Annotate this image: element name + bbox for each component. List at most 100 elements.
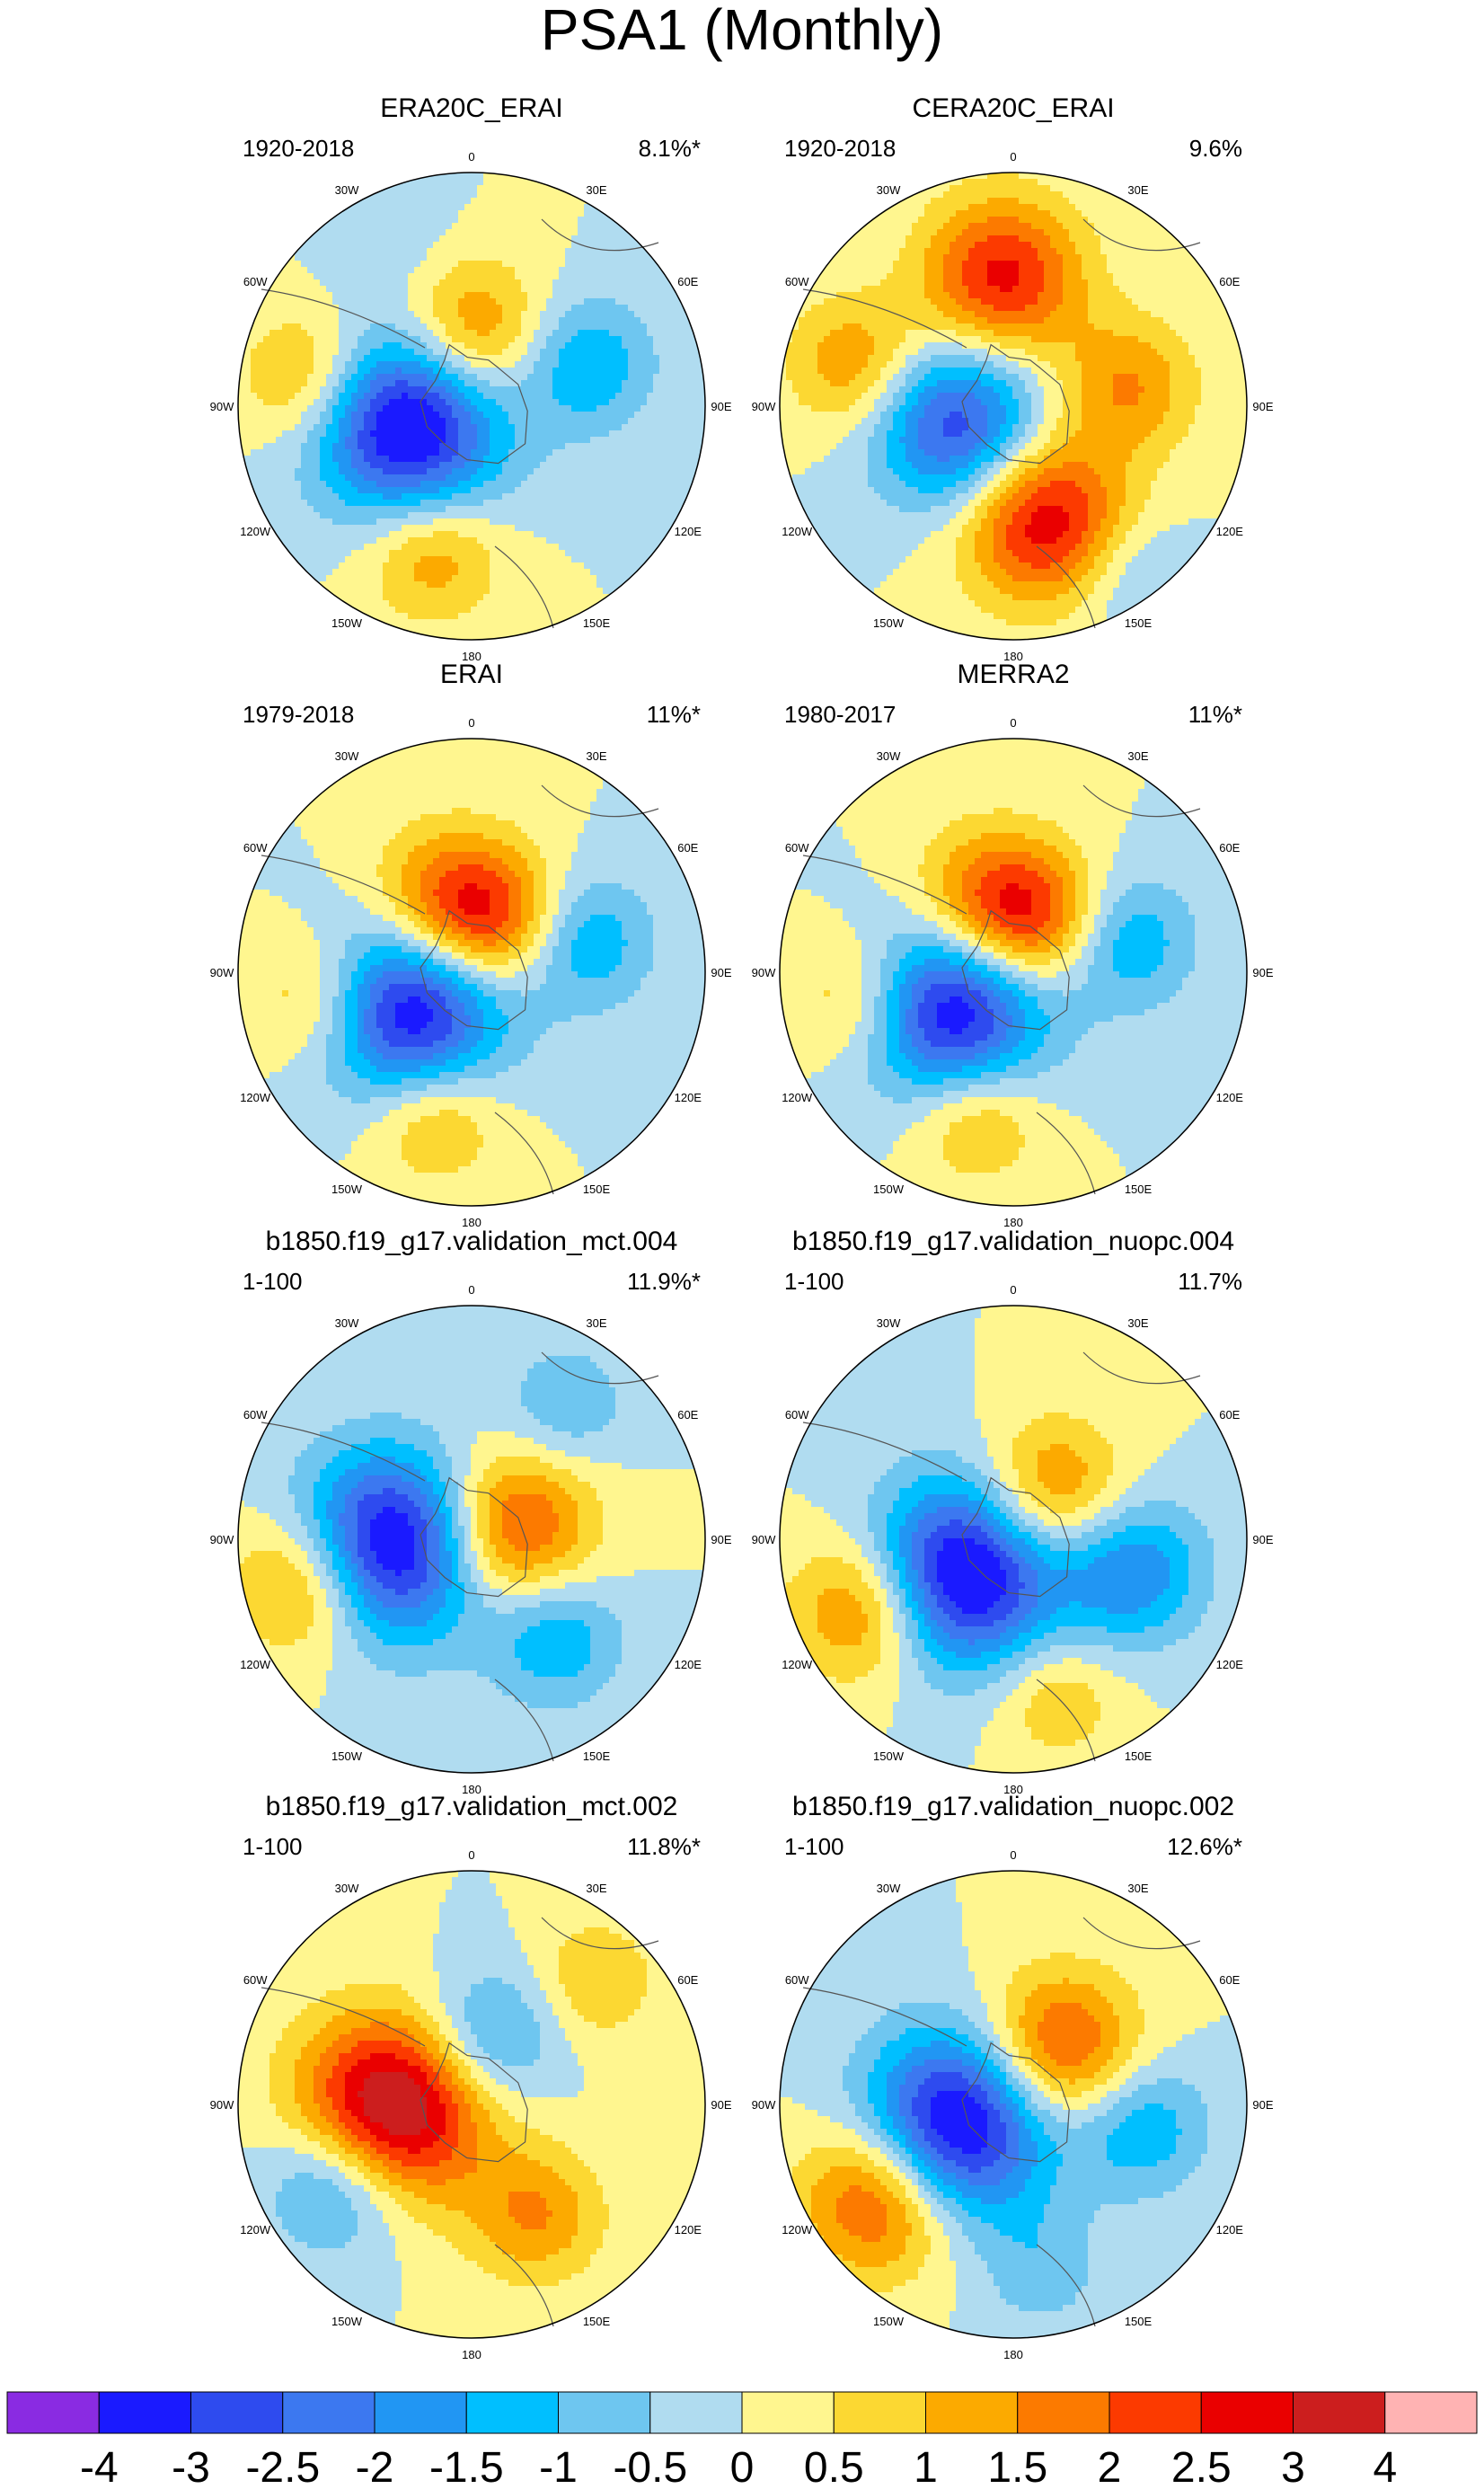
lon-label: 120W	[240, 1658, 271, 1671]
lon-label: 90E	[711, 400, 731, 413]
panel-6: b1850.f19_g17.validation_nuopc.004 1-100 1…	[752, 1227, 1274, 1796]
colorbar-tick-label: 1.5	[987, 2444, 1047, 2489]
panel-period: 1-100	[243, 1268, 303, 1295]
lon-label: 0	[468, 716, 474, 730]
lon-label: 90W	[752, 2098, 776, 2112]
colorbar-swatch	[833, 2391, 926, 2434]
lon-label: 150W	[331, 616, 363, 630]
lon-label: 60W	[243, 841, 268, 855]
lon-label: 120E	[1216, 525, 1244, 538]
colorbar-swatch	[6, 2391, 100, 2434]
lon-label: 150W	[873, 616, 905, 630]
lon-label: 30E	[1127, 1882, 1148, 1895]
lon-label: 150E	[583, 616, 611, 630]
panel-period: 1-100	[784, 1833, 844, 1860]
lon-label: 120E	[675, 525, 702, 538]
lon-label: 120W	[240, 1091, 271, 1104]
colorbar-tick-label: 0.5	[804, 2444, 864, 2489]
lon-label: 60W	[243, 1973, 268, 1987]
lon-label: 120W	[782, 1658, 813, 1671]
lon-label: 90W	[210, 966, 234, 979]
lon-label: 120E	[1216, 1658, 1244, 1671]
panel-period: 1979-2018	[243, 701, 354, 728]
lon-label: 30W	[335, 749, 359, 763]
lon-label: 90W	[752, 1533, 776, 1546]
lon-label: 150W	[331, 2315, 363, 2328]
panel-4: MERRA2 1980-2017 11%* 0 30E 60E 90E 120E 150E 180…	[752, 660, 1274, 1229]
lon-label: 60W	[243, 275, 268, 288]
lon-label: 180	[462, 1783, 481, 1796]
lon-label: 90E	[1252, 400, 1273, 413]
lon-label: 60E	[1219, 1973, 1240, 1987]
lon-label: 120E	[675, 1658, 702, 1671]
colorbar-tick-label: 2	[1098, 2444, 1122, 2489]
panel-variance: 11.8%*	[627, 1833, 701, 1860]
lon-label: 120W	[782, 1091, 813, 1104]
colorbar-tick-label: -2.5	[245, 2444, 320, 2489]
lon-label: 150W	[873, 1182, 905, 1196]
map-boundary	[237, 172, 706, 641]
map-boundary	[237, 738, 706, 1207]
lon-label: 90W	[752, 400, 776, 413]
colorbar-swatch	[190, 2391, 284, 2434]
colorbar-swatch	[1293, 2391, 1386, 2434]
lon-label: 120E	[675, 1091, 702, 1104]
lon-label: 30W	[877, 183, 901, 197]
map-boundary	[237, 1305, 706, 1774]
lon-label: 0	[468, 1283, 474, 1297]
lon-label: 0	[468, 150, 474, 164]
lon-label: 120W	[240, 2223, 271, 2237]
colorbar-tick-label: -1	[539, 2444, 578, 2489]
lon-label: 30E	[586, 1882, 606, 1895]
figure-title: PSA1 (Monthly)	[541, 0, 943, 62]
lon-label: 150E	[583, 1749, 611, 1763]
lon-label: 60E	[677, 275, 698, 288]
panel-title: ERAI	[440, 660, 503, 689]
panel-period: 1920-2018	[243, 135, 354, 162]
panel-title: b1850.f19_g17.validation_mct.002	[266, 1792, 678, 1821]
colorbar-swatch	[649, 2391, 743, 2434]
colorbar-tick-label: 4	[1373, 2444, 1397, 2489]
colorbar-swatch	[465, 2391, 559, 2434]
panel-title: b1850.f19_g17.validation_mct.004	[266, 1227, 678, 1256]
lon-label: 90E	[711, 1533, 731, 1546]
lon-label: 150E	[1125, 1182, 1153, 1196]
lon-label: 60E	[1219, 1408, 1240, 1422]
lon-label: 180	[1003, 1783, 1023, 1796]
lon-label: 120W	[240, 525, 271, 538]
colorbar-swatch	[925, 2391, 1019, 2434]
panel-title: CERA20C_ERAI	[912, 93, 1114, 123]
lon-label: 30W	[335, 1882, 359, 1895]
colorbar-tick-label: 2.5	[1171, 2444, 1232, 2489]
lon-label: 0	[1010, 716, 1016, 730]
lon-label: 30E	[586, 183, 606, 197]
lon-label: 90E	[1252, 1533, 1273, 1546]
lon-label: 120E	[675, 2223, 702, 2237]
panel-3: ERAI 1979-2018 11%* 0 30E 60E 90E 120E 150E 180 15…	[210, 660, 732, 1229]
colorbar-swatch	[741, 2391, 835, 2434]
lon-label: 180	[1003, 650, 1023, 663]
colorbar-tick-label: 1	[914, 2444, 938, 2489]
map-boundary	[237, 1870, 706, 2339]
lon-label: 60E	[677, 841, 698, 855]
map-boundary	[779, 1870, 1248, 2339]
map-boundary	[779, 738, 1248, 1207]
colorbar-swatch	[1384, 2391, 1478, 2434]
lon-label: 150E	[583, 1182, 611, 1196]
lon-label: 150W	[873, 1749, 905, 1763]
panel-2: CERA20C_ERAI 1920-2018 9.6% 0 30E 60E 90E 120E 1…	[752, 93, 1274, 663]
map-boundary	[779, 1305, 1248, 1774]
lon-label: 30E	[586, 1316, 606, 1330]
lon-label: 60E	[1219, 275, 1240, 288]
lon-label: 150E	[583, 2315, 611, 2328]
lon-label: 180	[462, 1216, 481, 1229]
map-boundary	[779, 172, 1248, 641]
colorbar-tick-label: -1.5	[429, 2444, 504, 2489]
lon-label: 60W	[243, 1408, 268, 1422]
panel-7: b1850.f19_g17.validation_mct.002 1-100 11.…	[210, 1792, 732, 2361]
lon-label: 60W	[785, 1973, 809, 1987]
panel-title: MERRA2	[957, 660, 1069, 689]
lon-label: 60W	[785, 1408, 809, 1422]
colorbar-tick-label: -2	[356, 2444, 394, 2489]
panel-variance: 11%*	[647, 701, 701, 728]
